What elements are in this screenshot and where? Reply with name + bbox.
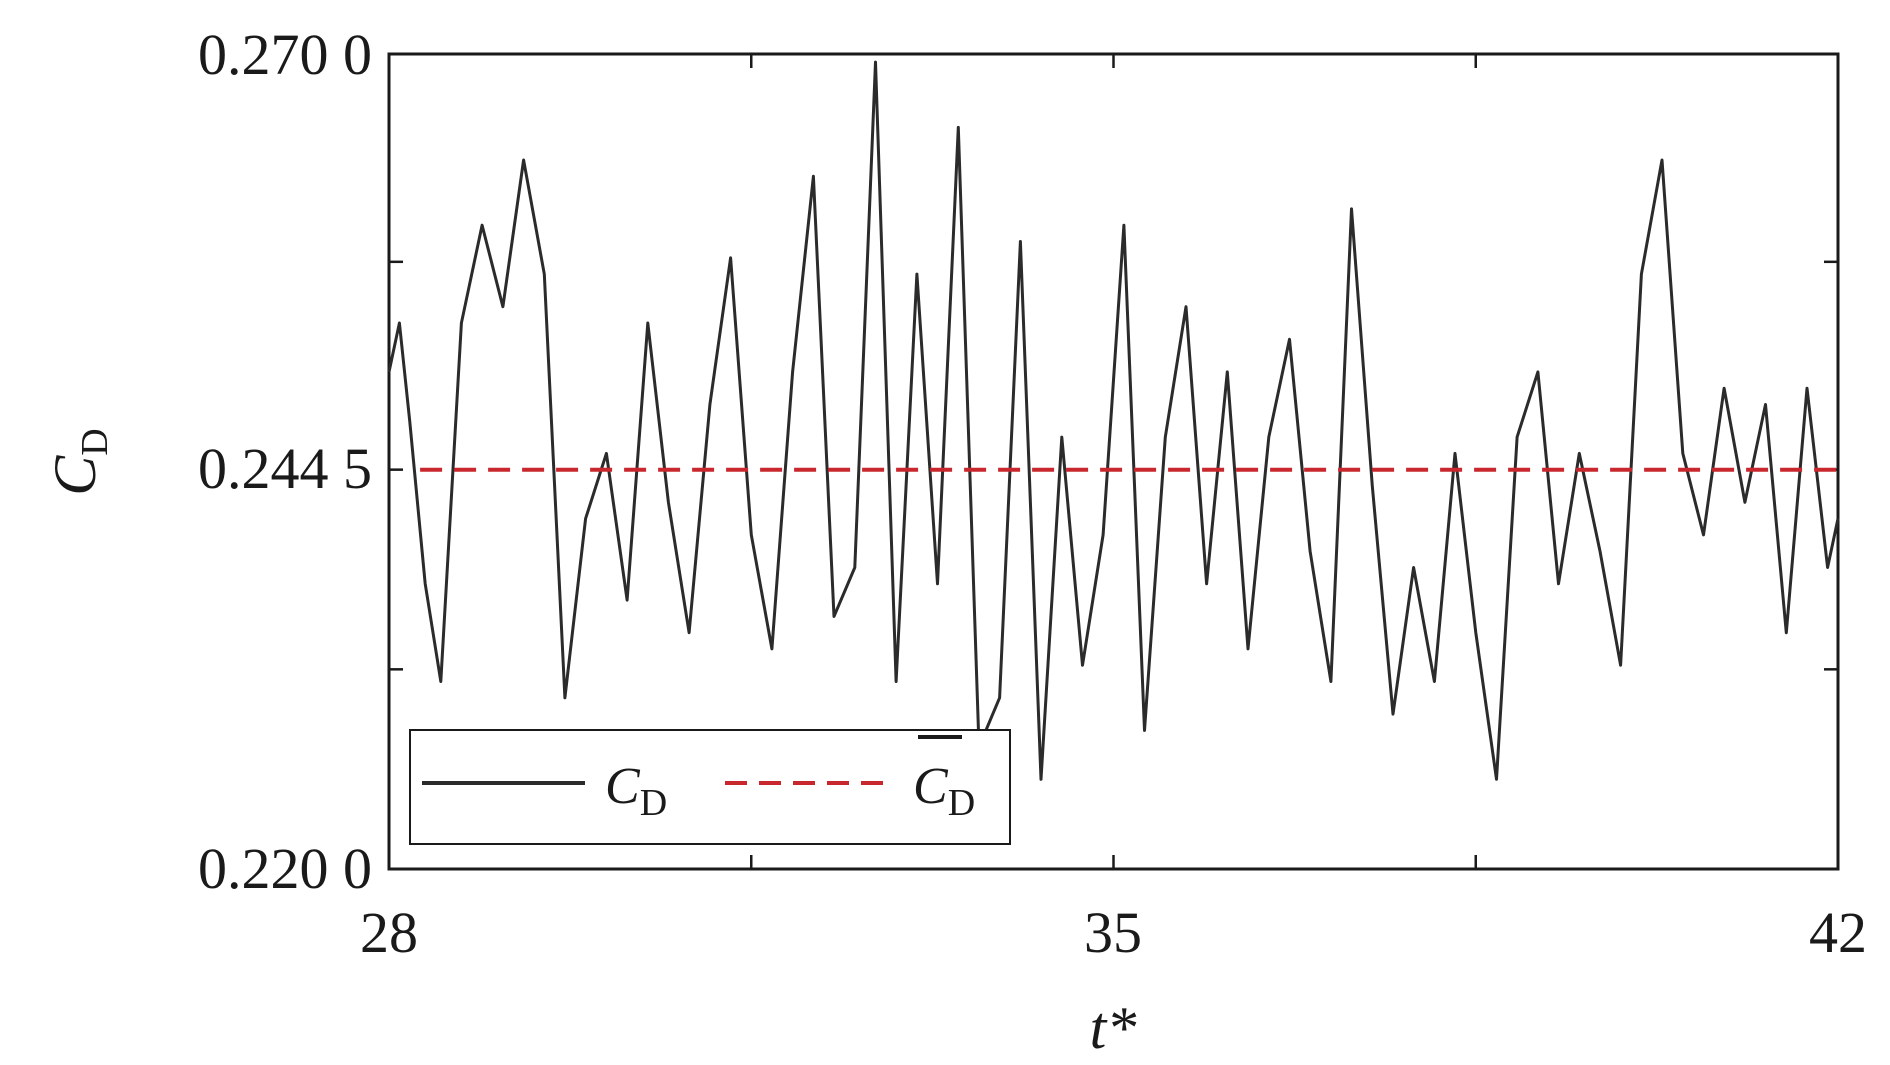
x-tick-label-28: 28 — [360, 900, 418, 965]
series-layer — [387, 60, 1840, 781]
series-line-cd — [387, 60, 1840, 781]
legend: CD CD — [409, 729, 1011, 845]
x-axis-title: t* — [1090, 995, 1137, 1061]
svg-text:CD: CD — [42, 428, 116, 495]
y-tick-label-0.2200: 0.220 0 — [198, 836, 372, 901]
x-tick-label-35: 35 — [1084, 900, 1142, 965]
x-tick-label-42: 42 — [1809, 900, 1867, 965]
y-tick-label-0.2700: 0.270 0 — [198, 22, 372, 87]
y-tick-label-0.2445: 0.244 5 — [198, 436, 372, 501]
legend-box — [409, 729, 1011, 845]
y-axis-title: CD — [42, 428, 116, 495]
